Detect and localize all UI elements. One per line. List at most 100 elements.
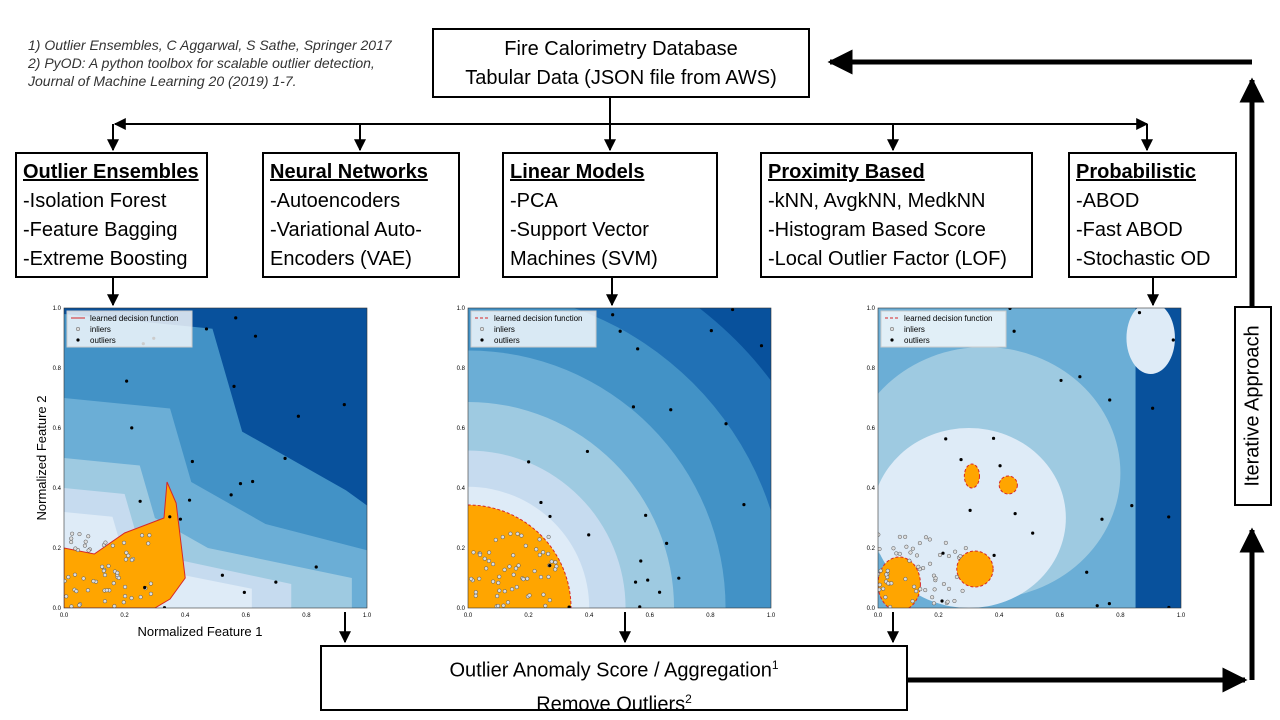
outlier — [138, 499, 142, 503]
y-tick-label: 0.8 — [457, 366, 466, 372]
inlier — [933, 576, 938, 581]
inlier — [139, 533, 145, 538]
inlier — [511, 572, 516, 577]
method-item: -Extreme Boosting — [23, 248, 188, 270]
legend-label: outliers — [90, 336, 116, 345]
inlier — [930, 595, 935, 600]
inlier — [124, 550, 129, 555]
outlier — [1137, 311, 1142, 315]
method-title: Proximity Based — [768, 161, 925, 183]
inlier — [525, 576, 530, 581]
inlier — [546, 551, 551, 556]
inlier — [510, 587, 515, 592]
outlier — [1107, 602, 1111, 606]
inlier — [501, 603, 506, 608]
legend: learned decision function inliers outliers — [880, 310, 1007, 348]
inlier — [527, 593, 532, 598]
x-tick-label: 1.0 — [767, 613, 776, 619]
inlier — [553, 560, 558, 565]
x-tick-label: 1.0 — [1177, 613, 1186, 619]
outlier — [187, 498, 192, 502]
inlier — [878, 587, 882, 592]
inlier — [907, 558, 912, 563]
inlier — [148, 581, 153, 586]
reference: 2) PyOD: A python toolbox for scalable o… — [28, 55, 375, 89]
inlier — [921, 566, 926, 571]
outlier — [190, 459, 194, 464]
outlier — [548, 514, 552, 519]
inlier — [112, 604, 117, 608]
aggregation-line: Remove Outliers2 — [322, 685, 906, 719]
plot-area — [878, 308, 1181, 608]
outlier — [1151, 406, 1155, 410]
x-tick-label: 0.2 — [120, 613, 129, 619]
inlier — [910, 546, 915, 551]
inlier — [85, 588, 91, 593]
y-tick-label: 1.0 — [457, 306, 466, 312]
inlier — [101, 568, 106, 573]
inlier — [121, 600, 126, 605]
outlier — [941, 551, 945, 555]
outlier — [130, 426, 134, 430]
outlier — [944, 437, 948, 441]
inlier — [878, 582, 882, 587]
inlier — [923, 588, 928, 593]
legend: learned decision function inliers outliers — [470, 310, 597, 348]
method-item: -ABOD — [1076, 190, 1140, 212]
method-item: -kNN, AvgkNN, MedkNN — [768, 190, 986, 212]
inlier — [82, 543, 87, 548]
inlier — [507, 564, 512, 569]
method-title: Linear Models — [510, 161, 645, 183]
inlier — [495, 594, 500, 599]
outlier — [638, 605, 642, 608]
inlier — [891, 546, 896, 551]
method-box: Neural Networks -Autoencoders -Variational… — [262, 152, 460, 278]
method-item: -Support Vector Machines (SVM) — [510, 219, 658, 270]
contour — [1126, 308, 1175, 374]
inlier — [912, 584, 917, 589]
inlier — [954, 574, 959, 579]
plot: learned decision function inliers outliers… — [867, 306, 1186, 619]
method-item: -Isolation Forest — [23, 190, 167, 212]
y-axis-label: Normalized Feature 2 — [34, 396, 49, 521]
outlier — [539, 500, 543, 505]
outlier — [644, 513, 648, 517]
inlier — [77, 603, 82, 608]
plot: learned decision function inliers outliers… — [457, 306, 776, 619]
inlier — [129, 557, 134, 563]
decision-region — [998, 475, 1018, 495]
inlier — [537, 537, 542, 542]
outlier — [998, 464, 1002, 468]
outlier — [1012, 329, 1016, 333]
source-box: Fire Calorimetry Database Tabular Data (… — [432, 28, 810, 98]
inlier — [126, 553, 131, 558]
method-title: Probabilistic — [1076, 161, 1197, 183]
text: Outlier Anomaly Score / Aggregation — [449, 659, 772, 682]
method-item: -Stochastic OD — [1076, 248, 1211, 270]
outlier — [253, 334, 258, 338]
x-tick-label: 0.0 — [60, 613, 69, 619]
iteration-box: Iterative Approach — [1234, 306, 1272, 506]
outlier — [251, 479, 255, 484]
method-item: -Variational Auto-Encoders (VAE) — [270, 219, 422, 270]
x-tick-label: 0.6 — [242, 613, 251, 619]
inlier — [931, 601, 936, 606]
method-item: -Feature Bagging — [23, 219, 178, 241]
note: 2 — [685, 691, 692, 706]
x-tick-label: 1.0 — [363, 613, 372, 619]
inlier — [894, 551, 899, 556]
y-tick-label: 0.8 — [867, 366, 876, 372]
y-tick-label: 0.0 — [867, 606, 876, 612]
inlier — [946, 586, 952, 591]
inlier — [514, 585, 519, 590]
inlier — [66, 575, 71, 580]
inlier — [917, 541, 922, 546]
inlier — [547, 598, 552, 603]
inlier — [945, 599, 950, 604]
outlier — [527, 460, 531, 464]
inlier — [881, 586, 886, 591]
y-tick-label: 0.4 — [53, 486, 62, 492]
outlier — [234, 316, 238, 320]
inlier — [484, 566, 489, 571]
inlier — [493, 537, 498, 542]
